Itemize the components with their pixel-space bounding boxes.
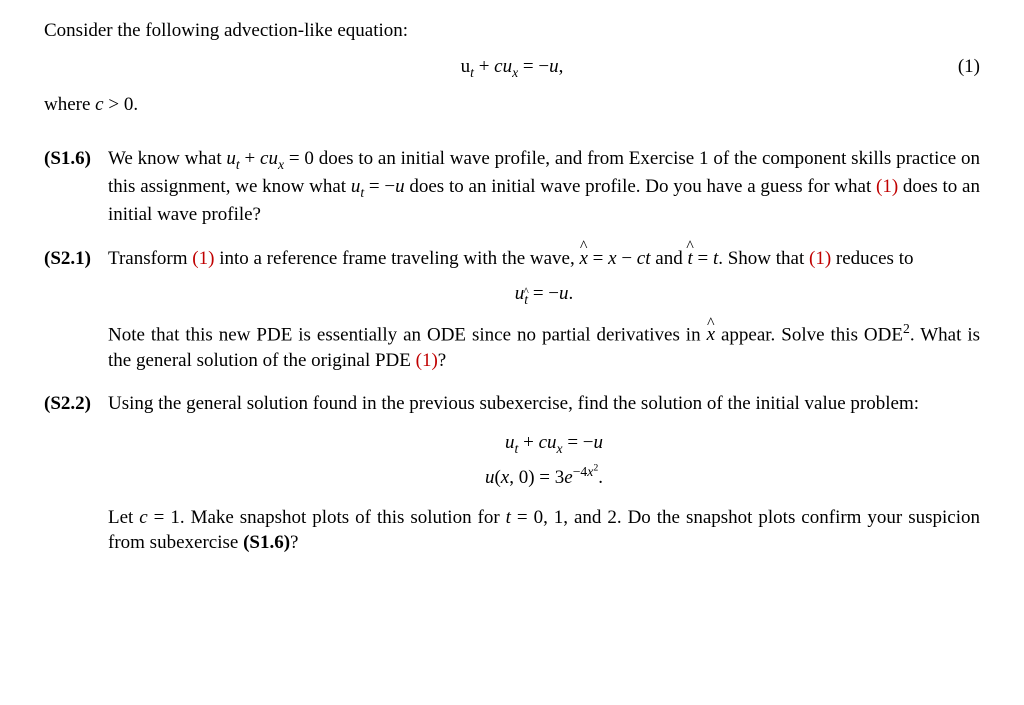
s21-c: . Show that — [718, 248, 809, 269]
s16-c: does to an initial wave profile. Do you … — [405, 176, 876, 197]
tag-s21: (S2.1) — [44, 246, 108, 272]
ivp-line1: ut + cux = −u — [505, 432, 603, 453]
footnote-2: 2 — [903, 321, 910, 336]
body-s21: Transform (1) into a reference frame tra… — [108, 246, 980, 374]
tag-s22: (S2.2) — [44, 391, 108, 417]
ref-1b: (1) — [192, 248, 214, 269]
s22-c1: Let — [108, 507, 139, 528]
where-text: where — [44, 94, 95, 115]
s21-xhat: x = x − ct — [579, 248, 650, 269]
s22-c4: ? — [290, 532, 298, 553]
tag-s16: (S1.6) — [44, 146, 108, 172]
ivp-line2: u(x, 0) = 3e−4x2. — [485, 467, 603, 488]
s21-xhat2: x — [707, 324, 715, 345]
c-gt-0: c > 0. — [95, 94, 138, 115]
s21-a: Transform — [108, 248, 192, 269]
item-s21: (S2.1) Transform (1) into a reference fr… — [44, 246, 980, 374]
equation-1-math: ut + cux = −u, — [461, 54, 564, 82]
s21-and: and — [651, 248, 688, 269]
s21-note-a: Note that this new PDE is essentially an… — [108, 324, 707, 345]
s22-a: Using the general solution found in the … — [108, 393, 919, 414]
body-s22: Using the general solution found in the … — [108, 391, 980, 556]
s16-math1: ut + cux = 0 — [226, 148, 313, 169]
ivp-block: ut + cux = −u u(x, 0) = 3e−4x2. — [108, 427, 980, 495]
s22-t01: t = 0, 1 — [506, 507, 564, 528]
item-s16: (S1.6) We know what ut + cux = 0 does to… — [44, 146, 980, 228]
item-s22: (S2.2) Using the general solution found … — [44, 391, 980, 556]
s22-ce1: c = 1 — [139, 507, 180, 528]
where-line: where c > 0. — [44, 92, 980, 118]
s22-c2: . Make snapshot plots of this solution f… — [180, 507, 506, 528]
ivp-stack: ut + cux = −u u(x, 0) = 3e−4x2. — [485, 427, 603, 495]
s21-b: into a reference frame traveling with th… — [214, 248, 579, 269]
ref-1d: (1) — [416, 350, 438, 371]
intro-text: Consider the following advection-like eq… — [44, 18, 980, 44]
s21-note-b: appear. Solve this ODE — [715, 324, 903, 345]
ref-1c: (1) — [809, 248, 831, 269]
s16-math2: ut = −u — [351, 176, 405, 197]
ref-1a: (1) — [876, 176, 898, 197]
s21-that: t = t — [687, 248, 718, 269]
s21-note: Note that this new PDE is essentially an… — [108, 320, 980, 374]
ref-s16: (S1.6) — [243, 532, 290, 553]
eq-uthat: ut = −u. — [108, 281, 980, 309]
body-s16: We know what ut + cux = 0 does to an ini… — [108, 146, 980, 228]
equation-1: ut + cux = −u, (1) — [44, 54, 980, 82]
s21-d: reduces to — [831, 248, 913, 269]
s22-closing: Let c = 1. Make snapshot plots of this s… — [108, 505, 980, 556]
equation-1-number: (1) — [958, 54, 980, 80]
s16-a: We know what — [108, 148, 226, 169]
s21-note-d: ? — [438, 350, 446, 371]
